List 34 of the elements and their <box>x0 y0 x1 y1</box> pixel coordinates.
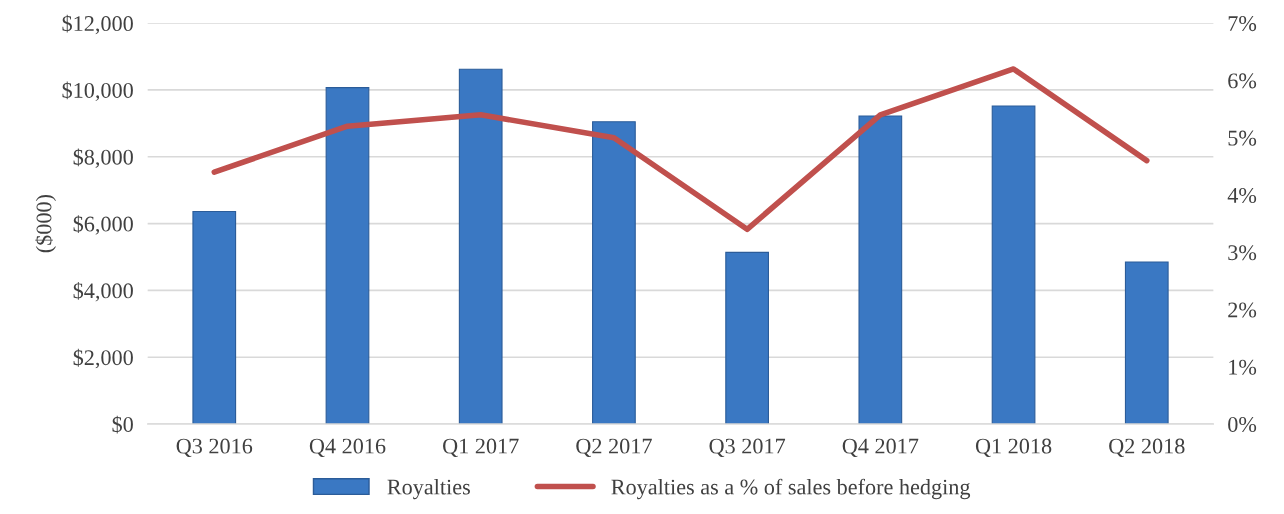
y-tick-label: $2,000 <box>73 348 133 369</box>
y2-tick-label: 0% <box>1228 416 1257 433</box>
x-tick-label: Q2 2018 <box>1109 438 1185 457</box>
bar <box>192 211 237 425</box>
bar <box>991 105 1036 425</box>
x-tick-label: Q4 2016 <box>309 438 386 457</box>
legend-label: Royalties <box>387 478 470 500</box>
y-axis-title: ($000) <box>35 194 56 253</box>
x-tick-label: Q2 2017 <box>576 438 652 457</box>
bar <box>592 121 636 425</box>
x-tick-label: Q1 2017 <box>443 438 519 457</box>
bar <box>325 87 370 425</box>
y2-tick-label: 1% <box>1229 359 1257 375</box>
x-tick-label: Q1 2018 <box>975 438 1052 457</box>
legend-label: Royalties as a % of sales before hedging <box>611 478 971 500</box>
y-tick-label: $0 <box>112 415 133 434</box>
y-tick-label: $8,000 <box>73 148 133 168</box>
y2-tick-label: 3% <box>1228 245 1257 261</box>
y2-tick-label: 4% <box>1227 187 1257 203</box>
y2-tick-label: 6% <box>1228 73 1257 89</box>
y-tick-label: $6,000 <box>73 215 133 235</box>
bar <box>858 115 903 425</box>
y-tick-label: $4,000 <box>73 282 133 302</box>
bar <box>1124 261 1169 425</box>
bar <box>725 251 769 425</box>
x-tick-label: Q3 2016 <box>176 438 253 457</box>
y-tick-label: $12,000 <box>62 14 133 35</box>
y2-tick-label: 2% <box>1228 302 1257 318</box>
y2-tick-label: 7% <box>1228 16 1257 32</box>
y-tick-label: $10,000 <box>62 81 133 102</box>
bar <box>458 68 503 425</box>
x-tick-label: Q4 2017 <box>842 438 919 457</box>
y2-tick-label: 5% <box>1228 130 1257 146</box>
x-tick-label: Q3 2017 <box>709 438 786 457</box>
